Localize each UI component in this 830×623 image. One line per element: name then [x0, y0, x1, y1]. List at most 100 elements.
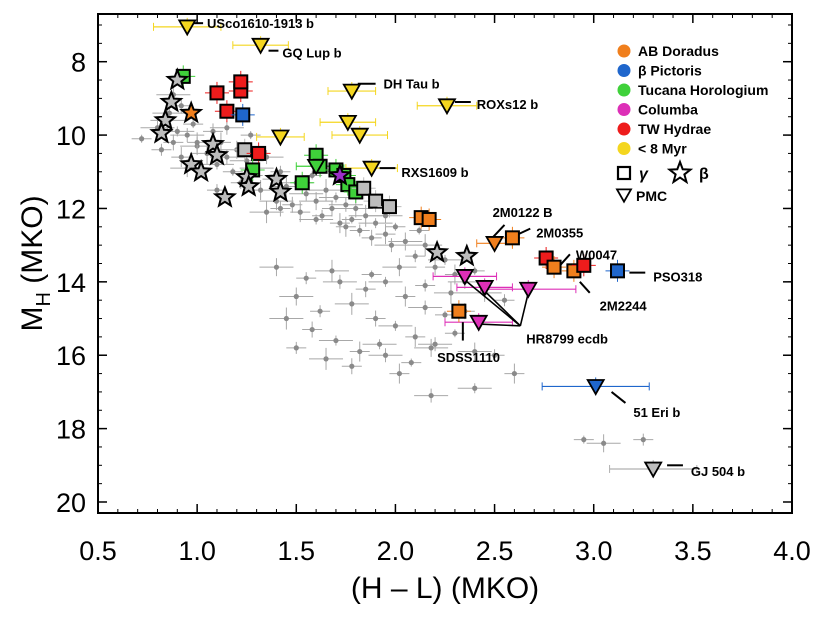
field-dot	[432, 264, 438, 270]
field-dot	[293, 293, 299, 300]
field-dot	[428, 392, 434, 399]
field-dot	[174, 128, 180, 135]
pmc-point	[350, 127, 370, 145]
field-point	[282, 196, 303, 213]
gamma-square	[235, 107, 251, 123]
field-point	[444, 329, 465, 338]
beta-point	[424, 239, 450, 263]
field-dot	[472, 385, 478, 391]
legend-pmc-triangle	[615, 188, 633, 204]
field-point	[414, 388, 449, 403]
hr8799-leader	[519, 292, 530, 327]
field-point	[388, 232, 423, 251]
field-point	[365, 310, 386, 327]
gamma-square	[504, 230, 520, 246]
annotation-label: GQ Lup b	[282, 46, 341, 61]
gamma-point	[214, 100, 239, 123]
field-point	[309, 347, 344, 370]
field-point	[494, 294, 515, 307]
annotation-label: USco1610-1913 b	[207, 16, 314, 31]
field-dot	[432, 341, 438, 347]
y-axis-label-main: M	[16, 307, 49, 332]
gamma-point	[204, 81, 229, 104]
field-dot	[422, 304, 428, 311]
beta-star	[268, 179, 293, 203]
field-point	[310, 305, 331, 318]
annotation-label: ROXs12 b	[477, 97, 538, 112]
field-dot	[184, 132, 190, 138]
field-dot	[382, 352, 389, 358]
field-point	[405, 250, 426, 263]
beta-star	[200, 131, 226, 155]
y-tick-label: 8	[71, 48, 86, 78]
field-dot	[357, 227, 363, 234]
legend-label: < 8 Myr	[638, 141, 687, 157]
field-dot	[190, 121, 196, 127]
field-dot	[178, 103, 184, 109]
field-dot	[158, 147, 165, 153]
beta-point	[327, 162, 353, 186]
gamma-square	[251, 145, 267, 161]
field-point	[286, 341, 307, 354]
field-point	[302, 321, 323, 338]
field-dot	[357, 348, 363, 355]
field-point	[633, 433, 654, 446]
y-tick-label: 20	[56, 488, 86, 518]
field-dot	[224, 154, 230, 160]
field-dot	[373, 220, 379, 226]
gamma-square	[546, 259, 562, 275]
y-tick-label: 12	[56, 194, 86, 224]
gamma-square	[356, 180, 372, 196]
field-dot	[412, 253, 418, 259]
field-dot	[402, 293, 408, 300]
gamma-point	[571, 254, 596, 277]
annotation-leader	[610, 391, 627, 404]
field-point	[259, 192, 294, 211]
beta-star	[204, 142, 230, 166]
hr8799-leader	[464, 279, 521, 327]
field-dot	[166, 110, 172, 116]
field-point	[240, 131, 261, 140]
beta-star	[327, 162, 353, 186]
field-dot	[277, 169, 284, 175]
beta-star	[159, 89, 184, 113]
legend: AB Doradus β Pictoris Tucana Horologium Col…	[615, 43, 768, 204]
field-point	[296, 272, 317, 285]
field-dot	[289, 202, 295, 208]
field-dot	[230, 169, 236, 175]
field-dot	[313, 216, 319, 223]
annotation-label: DH Tau b	[384, 77, 440, 92]
legend-swatch	[617, 44, 631, 58]
gamma-point	[230, 103, 255, 126]
gamma-point	[246, 142, 271, 165]
field-point	[382, 258, 417, 277]
legend-swatch	[617, 142, 631, 155]
beta-point	[159, 89, 184, 113]
legend-swatch	[617, 83, 631, 97]
field-point	[249, 201, 284, 224]
field-point	[335, 216, 356, 237]
gamma-square	[451, 303, 467, 319]
field-dot	[353, 205, 359, 212]
gamma-point	[446, 300, 471, 323]
field-dot	[293, 345, 299, 351]
field-dot	[329, 268, 335, 274]
legend-swatch	[617, 122, 631, 136]
field-point	[368, 276, 403, 287]
field-dot	[283, 315, 289, 322]
gamma-square	[233, 74, 249, 90]
field-dot	[349, 301, 355, 307]
field-point	[322, 274, 357, 289]
field-point	[414, 338, 449, 357]
legend-beta-label: β	[699, 166, 709, 183]
legend-label: TW Hydrae	[638, 121, 711, 137]
beta-point	[236, 173, 261, 197]
field-point	[415, 279, 436, 292]
field-dot	[333, 194, 339, 201]
axis-ticks: 0.5 1.0 1.5 2.0 2.5 3.0 3.5 4.0 8 10 12 14 16 18 20	[56, 14, 811, 566]
y-axis-label-tail: (MKO)	[16, 195, 49, 292]
field-dot	[323, 187, 329, 193]
field-dot	[448, 290, 454, 296]
field-point	[321, 200, 342, 217]
gamma-square	[368, 193, 384, 209]
